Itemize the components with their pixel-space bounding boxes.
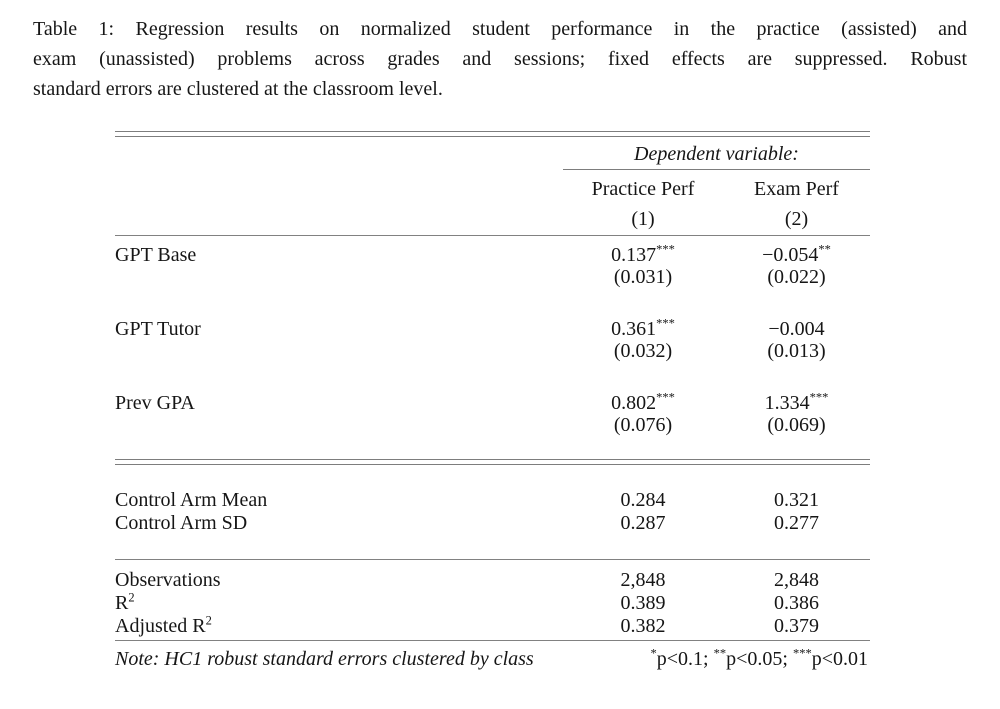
column-header: Practice Perf [591, 178, 695, 200]
summary-label: R2 [115, 590, 135, 614]
coefficient-estimate: −0.054** [762, 242, 831, 266]
standard-error: (0.032) [613, 340, 673, 362]
superscript: 2 [205, 613, 212, 628]
significance-stars: *** [656, 242, 675, 257]
summary-row: Adjusted R2 0.382 0.379 [115, 613, 870, 638]
column-number: (2) [784, 208, 809, 230]
column-header: Exam Perf [754, 178, 839, 200]
significance-stars: ** [818, 242, 831, 257]
standard-error: (0.013) [767, 340, 826, 362]
summary-row: Control Arm Mean 0.284 0.321 [115, 489, 870, 512]
dependent-variable-row: Dependent variable: [115, 137, 870, 170]
mid-double-rule [115, 459, 870, 465]
significance-stars: ** [713, 646, 727, 661]
summary-label: Adjusted R2 [115, 613, 212, 637]
control-arm-section: Control Arm Mean 0.284 0.321 Control Arm SD… [115, 489, 870, 535]
empty-stub-cell [115, 208, 563, 230]
summary-value: 0.277 [774, 512, 819, 534]
regression-table: Dependent variable: Practice Perf Exam Pe… [115, 131, 870, 670]
column-number: (1) [631, 208, 655, 230]
summary-value: 0.379 [774, 615, 819, 637]
summary-label: Control Arm Mean [115, 489, 268, 511]
standard-error: (0.031) [613, 266, 673, 288]
coefficient-estimate: 0.802*** [611, 390, 675, 414]
caption-line: standard errors are clustered at the cla… [33, 78, 443, 100]
dependent-variable-header: Dependent variable: [563, 137, 870, 170]
significance-stars: * [650, 646, 657, 661]
significance-stars: *** [656, 390, 675, 405]
empty-stub-cell [115, 178, 563, 200]
model-stats-section: Observations 2,848 2,848 R2 0.389 0.386 Adjust… [115, 569, 870, 638]
coefficient-section: GPT Base 0.137*** −0.054** (0.031) (0.022) GP… [115, 242, 870, 436]
summary-value: 2,848 [774, 569, 819, 591]
coefficient-estimate: 0.137*** [611, 242, 675, 266]
se-line: (0.076) (0.069) [115, 414, 870, 436]
column-number-row: (1) (2) [115, 200, 870, 235]
empty-stub-cell [115, 340, 563, 362]
variable-label: GPT Tutor [115, 318, 201, 340]
significance-stars: *** [792, 646, 812, 661]
se-line: (0.031) (0.022) [115, 266, 870, 288]
estimate-line: GPT Base 0.137*** −0.054** [115, 242, 870, 266]
standard-error: (0.069) [767, 414, 826, 436]
empty-stub-cell [115, 266, 563, 288]
empty-stub-cell [115, 414, 563, 436]
summary-row: Observations 2,848 2,848 [115, 569, 870, 592]
summary-value: 0.389 [620, 592, 666, 614]
table-top-rule [115, 131, 870, 137]
variable-label: GPT Base [115, 244, 197, 266]
coefficient-row: Prev GPA 0.802*** 1.334*** (0.076) (0.069) [115, 390, 870, 436]
summary-top-rule [115, 559, 870, 560]
summary-label: Observations [115, 569, 221, 591]
summary-value: 0.287 [620, 512, 666, 534]
summary-row: Control Arm SD 0.287 0.277 [115, 512, 870, 535]
summary-value: 0.386 [774, 592, 819, 614]
summary-row: R2 0.389 0.386 [115, 590, 870, 615]
empty-stub-cell [115, 137, 563, 170]
superscript: 2 [128, 590, 135, 605]
estimate-line: GPT Tutor 0.361*** −0.004 [115, 316, 870, 340]
header-bottom-rule [115, 235, 870, 236]
coefficient-estimate: 1.334*** [764, 390, 829, 414]
standard-error: (0.076) [613, 414, 673, 436]
se-line: (0.032) (0.013) [115, 340, 870, 362]
summary-label: Control Arm SD [115, 512, 248, 534]
column-header-row: Practice Perf Exam Perf [115, 170, 870, 200]
standard-error: (0.022) [767, 266, 826, 288]
coefficient-estimate: −0.004 [768, 318, 825, 340]
summary-value: 0.321 [774, 489, 819, 511]
coefficient-estimate: 0.361*** [611, 316, 675, 340]
caption-line: Table 1: Regression results on normalize… [33, 18, 967, 40]
caption-line: exam (unassisted) problems across grades… [33, 48, 967, 70]
note-row: Note: HC1 robust standard errors cluster… [115, 641, 870, 670]
summary-value: 0.382 [620, 615, 666, 637]
table-bottom-rule [115, 640, 870, 641]
summary-value: 2,848 [620, 569, 666, 591]
variable-label: Prev GPA [115, 392, 195, 414]
significance-stars: *** [809, 390, 829, 405]
estimate-line: Prev GPA 0.802*** 1.334*** [115, 390, 870, 414]
coefficient-row: GPT Tutor 0.361*** −0.004 (0.032) (0.013) [115, 316, 870, 362]
summary-value: 0.284 [620, 489, 666, 511]
note-text: Note: HC1 robust standard errors cluster… [115, 648, 534, 670]
significance-stars: *** [656, 316, 675, 331]
table-caption: Table 1: Regression results on normalize… [33, 14, 967, 104]
coefficient-row: GPT Base 0.137*** −0.054** (0.031) (0.022) [115, 242, 870, 288]
significance-legend: *p<0.1; **p<0.05; ***p<0.01 [650, 646, 868, 670]
